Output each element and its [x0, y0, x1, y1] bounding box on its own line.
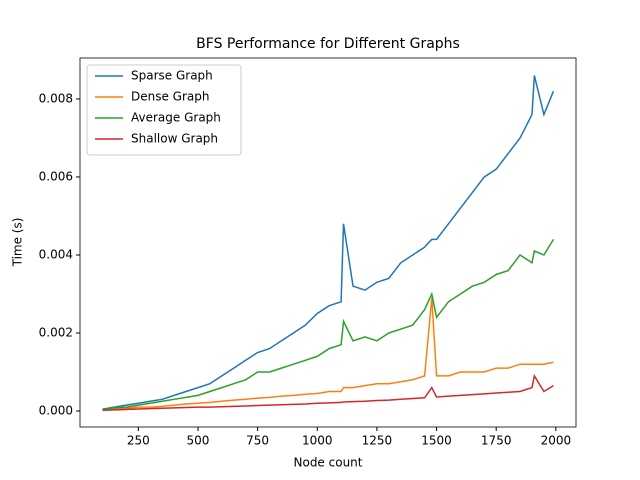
y-tick-label: 0.002: [39, 325, 73, 339]
y-tick-label: 0.006: [39, 169, 73, 183]
plot-frame: [79, 57, 577, 428]
x-tick-label: 250: [127, 434, 150, 448]
x-tick-label: 1250: [362, 434, 393, 448]
legend-label: Sparse Graph: [131, 69, 213, 83]
x-axis-label: Node count: [294, 456, 363, 470]
x-tick-label: 2000: [541, 434, 572, 448]
y-tick-label: 0.004: [39, 247, 73, 261]
y-tick-label: 0.008: [39, 91, 73, 105]
chart-title: BFS Performance for Different Graphs: [196, 36, 460, 52]
line-series: [102, 373, 554, 411]
line-series: [102, 75, 555, 410]
x-tick-label: 1000: [302, 434, 333, 448]
x-tick-label: 500: [187, 434, 210, 448]
legend-box: [86, 64, 242, 156]
line-series: [102, 238, 555, 411]
legend-label: Dense Graph: [131, 90, 210, 104]
x-tick-label: 750: [246, 434, 269, 448]
y-axis-label: Time (s): [11, 218, 25, 268]
x-tick-label: 1750: [481, 434, 512, 448]
line-series: [102, 297, 554, 411]
legend-label: Shallow Graph: [131, 132, 218, 146]
x-tick-label: 1500: [421, 434, 452, 448]
legend-label: Average Graph: [131, 111, 221, 125]
y-tick-label: 0.000: [39, 404, 73, 418]
